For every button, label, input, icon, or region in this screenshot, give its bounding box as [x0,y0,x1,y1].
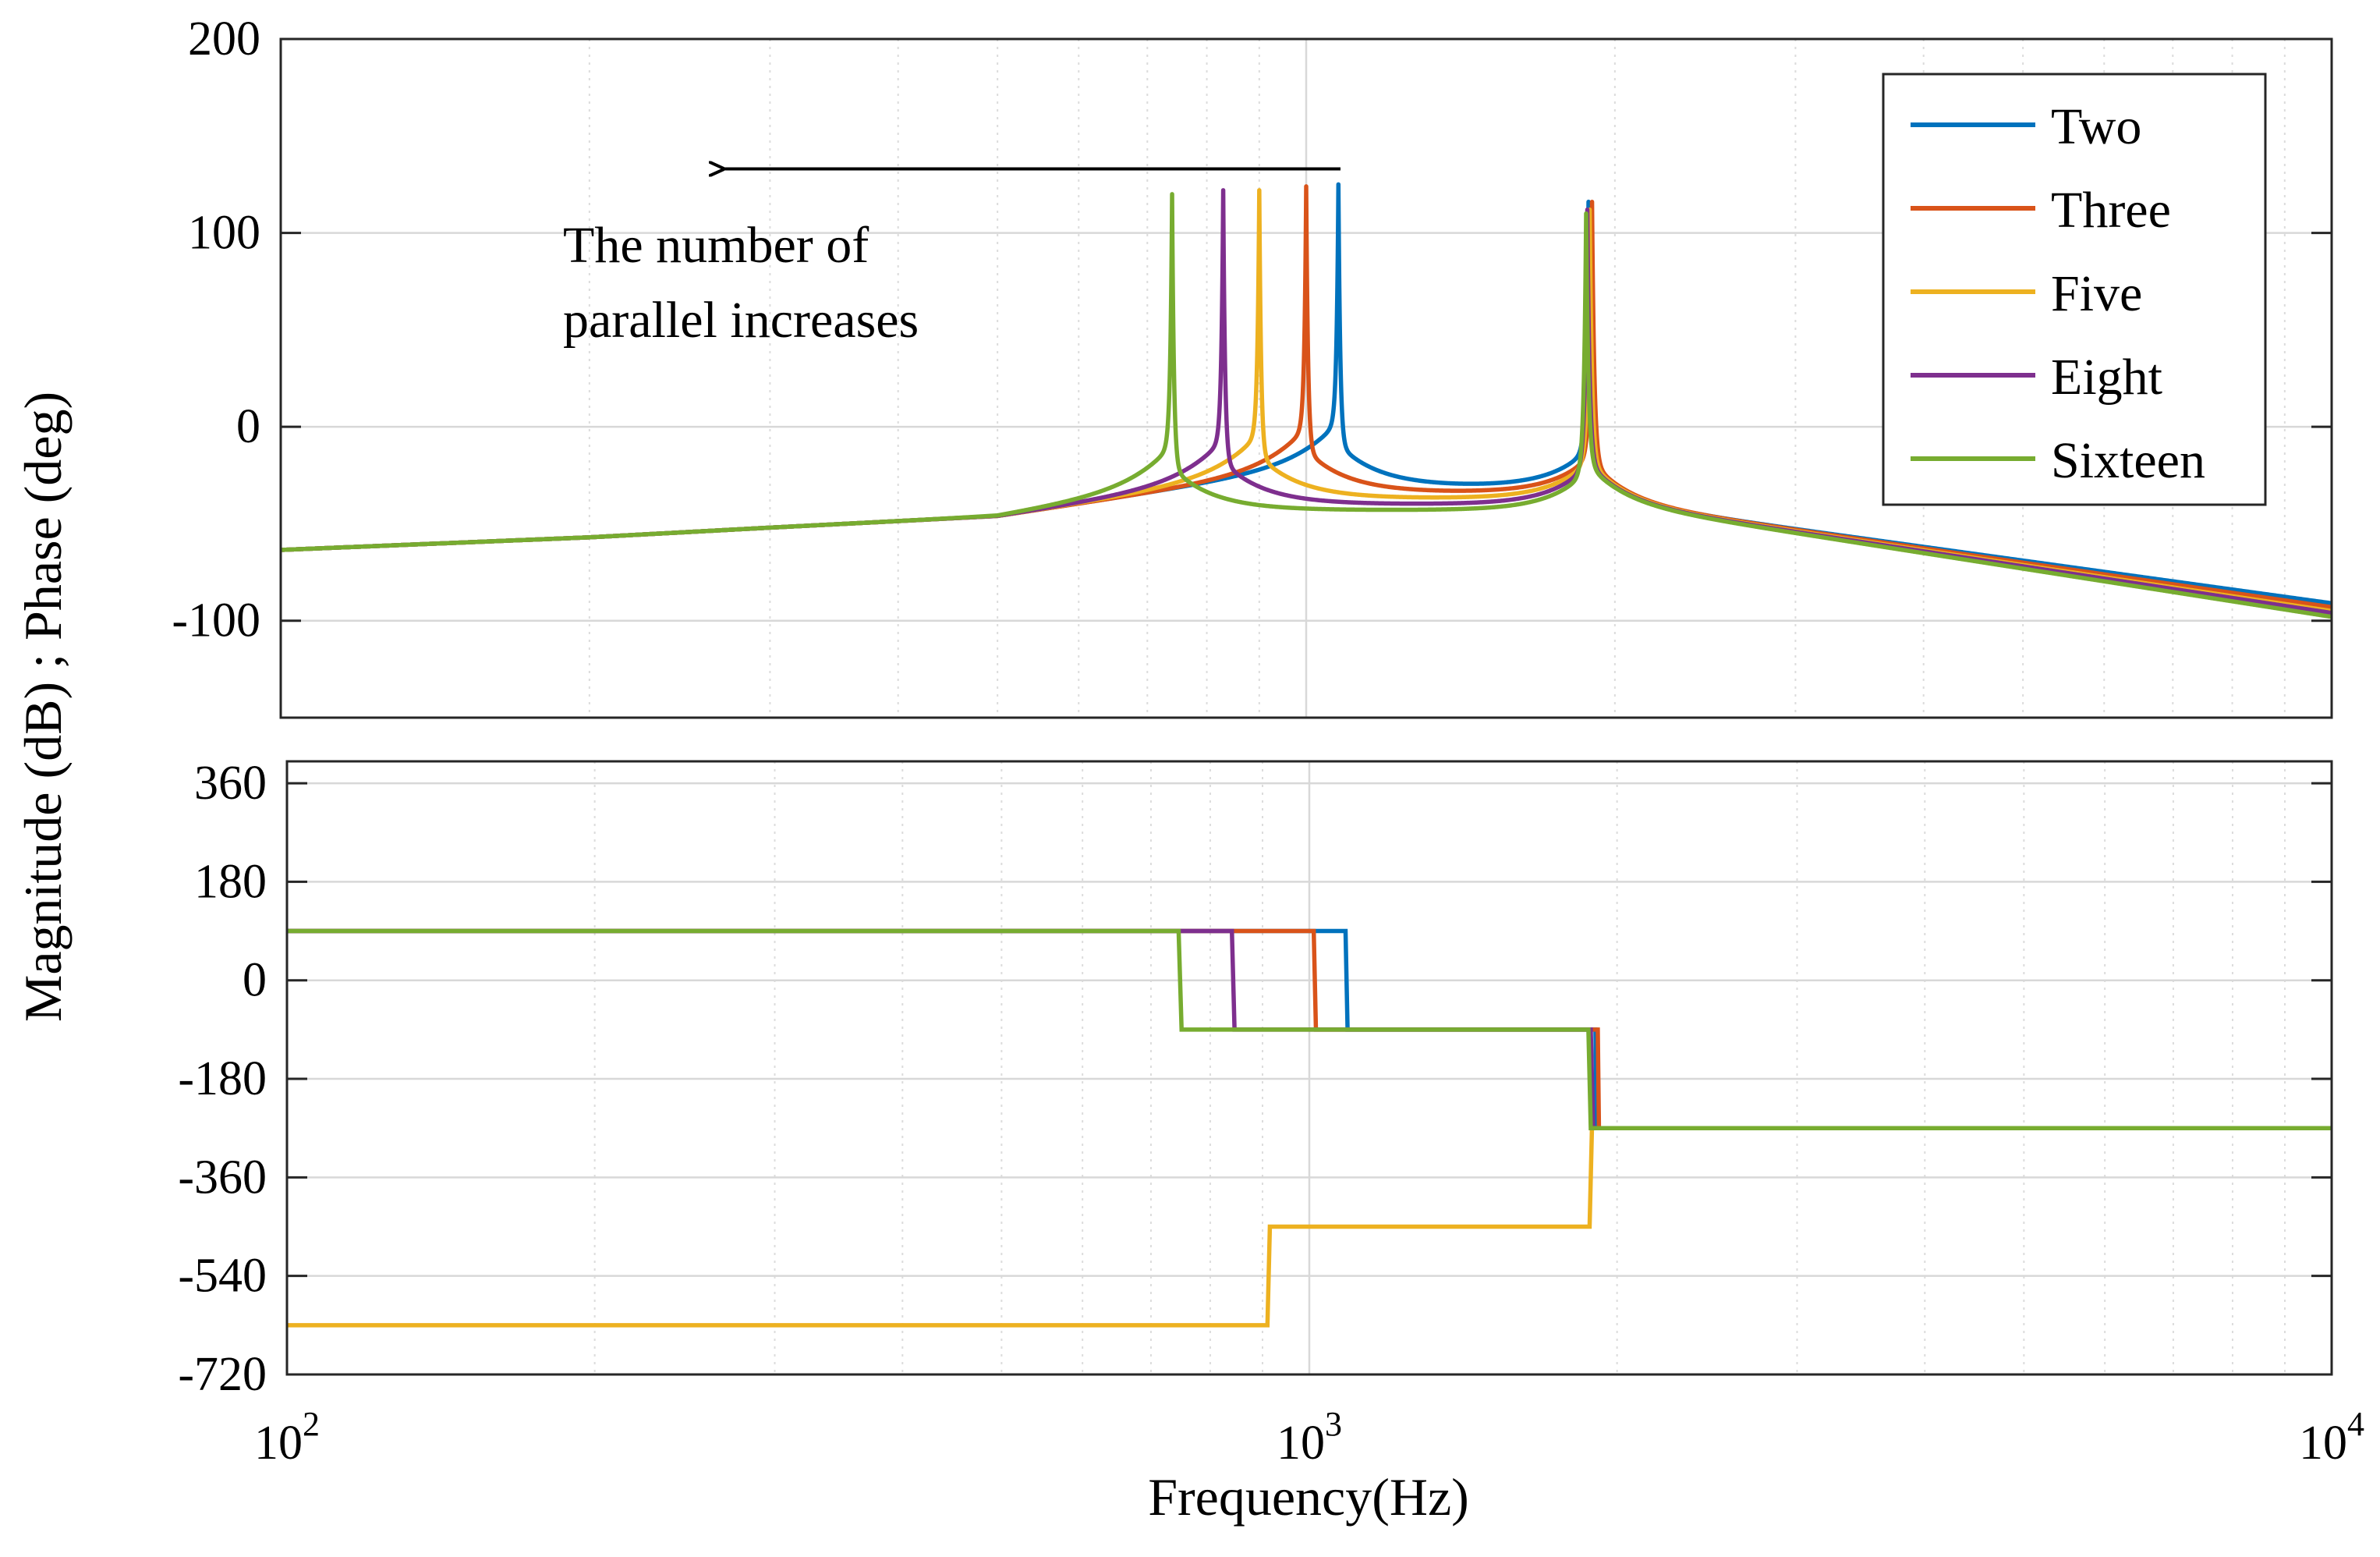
x-tick-label: 102 [254,1405,320,1470]
legend-label-two: Two [2051,98,2141,155]
x-tick-label: 103 [1277,1405,1342,1470]
mag-y-tick-label: 100 [188,207,260,260]
magnitude-y-tick-labels: -100 0 100 200 [172,12,2332,647]
phase-panel: -720 -540 -360 -180 0 180 360 [178,757,2333,1401]
phase-series-sixteen [287,928,2332,1130]
annotation-line-1: The number of [563,217,869,274]
legend: Two Three Five Eight Sixteen [1882,73,2267,506]
legend-label-eight: Eight [2051,349,2162,406]
phase-y-tick-label: 0 [243,954,267,1007]
phase-frame [285,760,2333,1376]
magnitude-series-sixteen [281,192,2332,619]
mag-y-tick-label: 200 [188,12,260,66]
phase-y-tick-labels: -720 -540 -360 -180 0 180 360 [178,757,2332,1401]
legend-box [1882,73,2267,506]
legend-label-sixteen: Sixteen [2051,432,2205,489]
y-axis-label: Magnitude (dB) ; Phase (deg) [13,392,73,1022]
mag-y-tick-label: -100 [172,594,260,647]
phase-y-tick-label: -180 [178,1052,267,1105]
phase-y-tick-label: 360 [194,757,267,810]
magnitude-lines [281,182,2332,619]
x-tick-label: 104 [2299,1405,2364,1470]
phase-y-tick-label: -720 [178,1348,267,1401]
x-axis-label: Frequency(Hz) [1148,1467,1469,1527]
x-tick-labels: 102 103 104 [254,1405,2364,1470]
mag-y-tick-label: 0 [236,400,260,453]
phase-y-tick-label: 180 [194,855,267,908]
magnitude-panel: -100 0 100 200 The number of parallel incre… [172,12,2333,719]
annotation-line-2: parallel increases [563,292,919,349]
legend-label-three: Three [2051,182,2171,239]
phase-lines [287,928,2332,1328]
magnitude-frame [279,37,2333,719]
phase-y-tick-label: -360 [178,1151,267,1204]
phase-y-tick-label: -540 [178,1250,267,1303]
legend-label-five: Five [2051,265,2142,322]
